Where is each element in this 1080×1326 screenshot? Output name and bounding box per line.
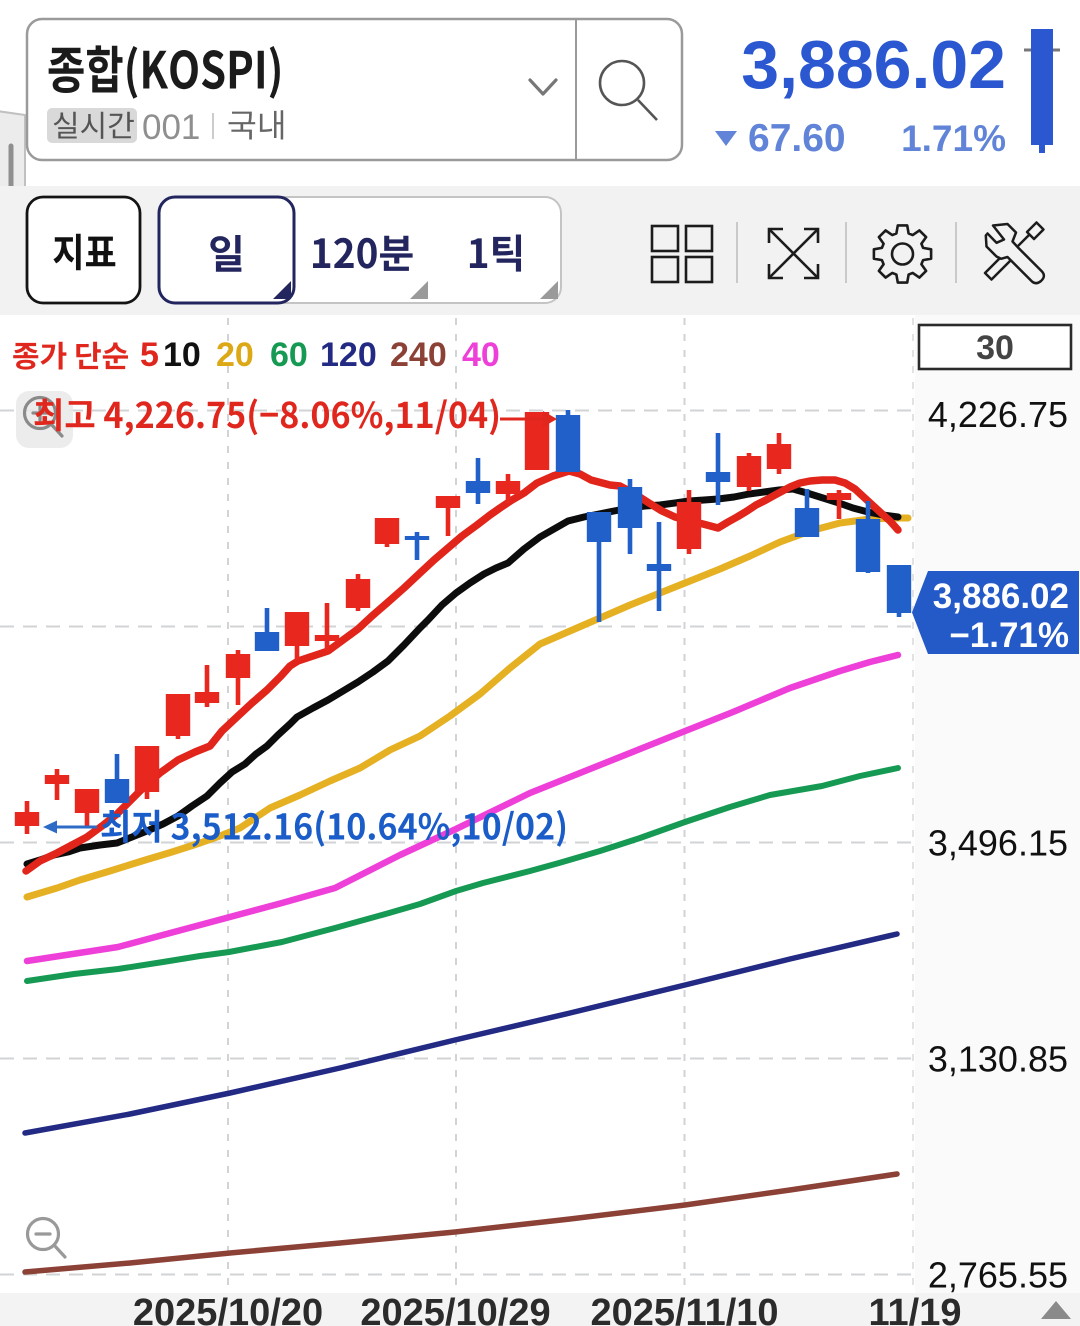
svg-text:2,765.55: 2,765.55 xyxy=(928,1255,1068,1296)
svg-text:40: 40 xyxy=(462,336,500,374)
svg-text:3,496.15: 3,496.15 xyxy=(928,823,1068,864)
svg-text:11/19: 11/19 xyxy=(869,1292,962,1326)
svg-text:5: 5 xyxy=(140,336,159,374)
svg-text:3,886.02: 3,886.02 xyxy=(933,577,1069,616)
svg-text:3,886.02: 3,886.02 xyxy=(741,27,1006,103)
svg-text:3,130.85: 3,130.85 xyxy=(928,1039,1068,1080)
svg-text:67.60: 67.60 xyxy=(748,117,846,160)
svg-text:−1.71%: −1.71% xyxy=(949,616,1069,655)
svg-text:2025/11/10: 2025/11/10 xyxy=(590,1292,778,1326)
svg-text:120: 120 xyxy=(320,336,377,374)
svg-text:30: 30 xyxy=(976,329,1014,367)
svg-text:20: 20 xyxy=(216,336,254,374)
svg-text:240: 240 xyxy=(390,336,447,374)
svg-text:1.71%: 1.71% xyxy=(901,118,1006,159)
svg-text:10: 10 xyxy=(163,336,201,374)
svg-text:60: 60 xyxy=(270,336,308,374)
svg-text:2025/10/29: 2025/10/29 xyxy=(360,1292,550,1326)
svg-text:4,226.75: 4,226.75 xyxy=(928,394,1068,435)
svg-text:001: 001 xyxy=(142,108,200,147)
svg-text:2025/10/20: 2025/10/20 xyxy=(133,1292,323,1326)
